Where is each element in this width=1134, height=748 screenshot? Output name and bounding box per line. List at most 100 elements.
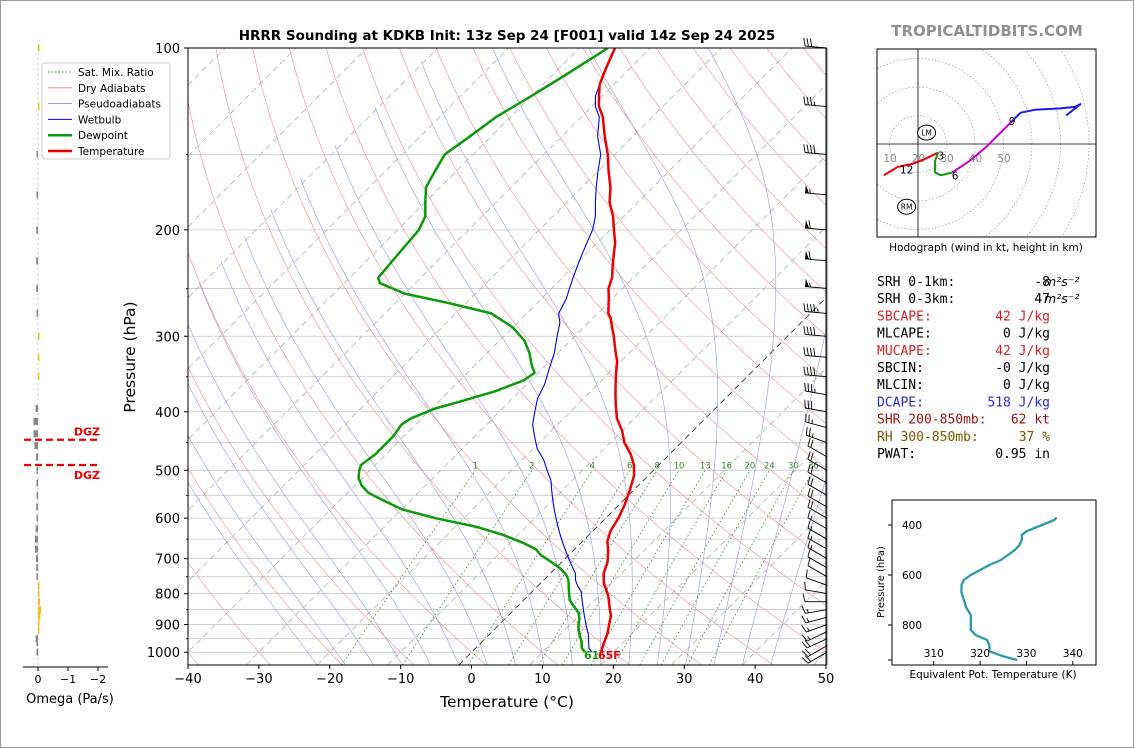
barb-shaft bbox=[807, 471, 828, 484]
omega-bar bbox=[35, 525, 38, 533]
hodograph-segment bbox=[883, 151, 939, 177]
barb-flag bbox=[803, 366, 806, 375]
barb-flag bbox=[808, 428, 811, 437]
theta-e-line bbox=[960, 516, 1058, 662]
wind-barb bbox=[803, 96, 828, 108]
wind-barb bbox=[805, 250, 828, 262]
barb-flag bbox=[813, 367, 816, 376]
theta-e-y-tick-label: 400 bbox=[902, 520, 922, 532]
dry-adiabat bbox=[509, 48, 826, 424]
stat-unit: m²s⁻² bbox=[1044, 291, 1079, 306]
wind-barb bbox=[805, 413, 828, 429]
theta-e-x-tick-label: 320 bbox=[970, 648, 990, 660]
legend-label: Sat. Mix. Ratio bbox=[78, 67, 154, 79]
wind-barb bbox=[803, 37, 828, 49]
wind-barb bbox=[803, 326, 828, 337]
barb-shaft bbox=[805, 421, 828, 429]
barb-flag bbox=[801, 634, 808, 642]
chart-title: HRRR Sounding at KDKB Init: 13z Sep 24 [… bbox=[239, 28, 776, 44]
barb-flag bbox=[803, 96, 806, 105]
theta-e-y-tick-label: 600 bbox=[902, 570, 922, 582]
barb-pennant bbox=[805, 220, 809, 229]
mixing-ratio-label: 16 bbox=[721, 461, 732, 471]
mixing-ratio-label: 8 bbox=[654, 461, 659, 471]
omega-bar bbox=[36, 284, 38, 292]
barb-shaft bbox=[806, 624, 828, 633]
barb-flag bbox=[809, 367, 813, 376]
mixing-ratio-label: 1 bbox=[473, 461, 478, 471]
moist-adiabat bbox=[188, 383, 374, 665]
wind-barb bbox=[807, 476, 828, 496]
hodograph-ring-label: 30 bbox=[940, 153, 953, 165]
barb-half-flag bbox=[817, 308, 819, 313]
wind-barb bbox=[803, 303, 828, 314]
barb-flag bbox=[804, 581, 806, 590]
barb-shaft bbox=[807, 565, 828, 578]
omega-bar bbox=[36, 514, 38, 522]
omega-bar bbox=[33, 417, 38, 425]
y-tick-label: 100 bbox=[155, 42, 180, 57]
barb-flag bbox=[803, 326, 806, 335]
barb-flag bbox=[808, 251, 811, 260]
wind-barb bbox=[801, 624, 828, 633]
storm-motion-label: LM bbox=[921, 129, 932, 138]
hodograph-height-label: 6 bbox=[952, 170, 959, 182]
omega-tick-label: −1 bbox=[60, 673, 76, 686]
theta-e-x-tick-label: 310 bbox=[924, 648, 944, 660]
dry-adiabat bbox=[435, 48, 826, 514]
wind-barb bbox=[802, 593, 827, 603]
barb-half-flag bbox=[809, 282, 811, 287]
moist-adiabat bbox=[300, 179, 545, 665]
surface-dewpoint-label: 61 bbox=[584, 649, 599, 662]
barb-half-flag bbox=[813, 101, 816, 106]
stat-label: SBCAPE: bbox=[877, 309, 932, 324]
dewpoint-line bbox=[357, 48, 609, 653]
stat-value: -8 bbox=[1034, 275, 1050, 290]
skewt-plot-frame bbox=[187, 47, 827, 666]
stat-value: 37 % bbox=[1019, 430, 1050, 445]
y-tick-label: 800 bbox=[155, 588, 180, 603]
mixing-ratio-line bbox=[341, 470, 476, 665]
skewt-background-lines: 1 2 4 6 8 10 13 16 20 24 30 36 bbox=[188, 48, 826, 665]
y-tick-label: 1000 bbox=[147, 646, 180, 661]
wind-barb bbox=[801, 605, 828, 614]
barb-half-flag bbox=[806, 618, 810, 623]
x-tick-label: 30 bbox=[676, 672, 693, 687]
barb-flag bbox=[813, 145, 816, 154]
barb-shaft bbox=[805, 616, 828, 624]
barb-shaft bbox=[805, 258, 828, 262]
omega-bar bbox=[36, 226, 38, 234]
wind-barb bbox=[801, 631, 828, 642]
barb-half-flag bbox=[810, 515, 813, 520]
moist-adiabat bbox=[420, 60, 633, 665]
isotherm-line bbox=[387, 226, 826, 665]
hodograph-height-label: 9 bbox=[1009, 116, 1016, 128]
isotherm-line bbox=[600, 438, 826, 665]
wind-barb bbox=[801, 651, 828, 664]
barb-flag bbox=[801, 625, 807, 633]
x-tick-label: −10 bbox=[387, 672, 414, 687]
dry-adiabat bbox=[546, 48, 826, 380]
moist-adiabat bbox=[374, 106, 601, 665]
omega-bar bbox=[38, 103, 40, 111]
mixing-ratio-label: 2 bbox=[529, 461, 534, 471]
barb-flag bbox=[801, 605, 806, 614]
mixing-ratio-line bbox=[508, 470, 631, 665]
stat-label: PWAT: bbox=[877, 447, 916, 462]
barb-shaft bbox=[805, 286, 828, 289]
barb-flag bbox=[806, 326, 809, 335]
stat-label: SBCIN: bbox=[877, 361, 924, 376]
y-tick-label: 700 bbox=[155, 553, 180, 568]
barb-flag bbox=[810, 400, 813, 410]
mixing-ratio-label: 6 bbox=[627, 461, 632, 471]
moist-adiabat bbox=[270, 209, 516, 665]
skewt-y-axis-label: Pressure (hPa) bbox=[121, 301, 139, 412]
stat-label: MLCIN: bbox=[877, 378, 924, 393]
barb-half-flag bbox=[812, 433, 814, 438]
barb-flag bbox=[810, 465, 814, 474]
hodograph-ring-label: 50 bbox=[997, 153, 1010, 165]
barb-half-flag bbox=[807, 636, 811, 640]
surface-temp-label: 65F bbox=[598, 649, 621, 662]
barb-flag bbox=[807, 437, 811, 447]
